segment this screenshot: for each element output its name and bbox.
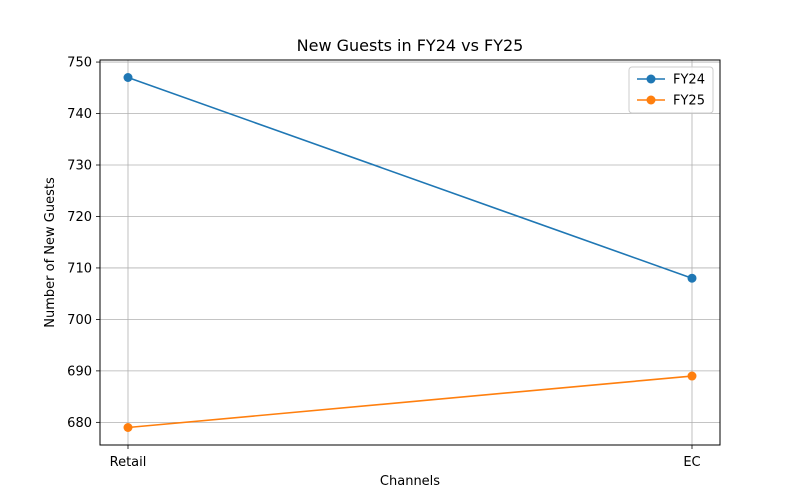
series-line: [127, 76, 693, 279]
chart-title: New Guests in FY24 vs FY25: [297, 36, 524, 55]
legend-marker: [646, 95, 656, 105]
y-tick-label: 690: [67, 364, 92, 379]
legend-item: FY25: [637, 94, 705, 109]
plot-frame: [99, 59, 721, 446]
axis-ticks: 680 690 700 710 720 730 740 750 Retail EC: [67, 56, 700, 470]
x-tick-label: Retail: [110, 455, 147, 470]
y-tick-label: 700: [67, 313, 92, 328]
y-tick-label: 750: [67, 56, 92, 71]
data-point: [123, 73, 133, 82]
y-tick-label: 720: [67, 210, 92, 225]
series-fy25: [123, 371, 697, 432]
legend-label: FY25: [673, 94, 705, 109]
series-layer: [123, 73, 697, 432]
grid-lines: [100, 60, 720, 445]
legend-label: FY24: [673, 73, 705, 88]
y-tick-label: 680: [67, 416, 92, 431]
y-axis-label: Number of New Guests: [43, 177, 58, 328]
legend: FY24 FY25: [628, 66, 714, 114]
x-tick-label: EC: [683, 455, 700, 470]
series-fy24: [123, 73, 697, 283]
legend-item: FY24: [637, 73, 705, 88]
legend-marker: [646, 74, 656, 84]
y-tick-label: 730: [67, 159, 92, 174]
data-point: [123, 423, 133, 432]
y-tick-label: 710: [67, 261, 92, 276]
data-point: [687, 273, 697, 283]
data-point: [687, 371, 697, 381]
series-line: [127, 375, 693, 429]
y-tick-label: 740: [67, 107, 92, 122]
x-axis-label: Channels: [380, 474, 440, 489]
